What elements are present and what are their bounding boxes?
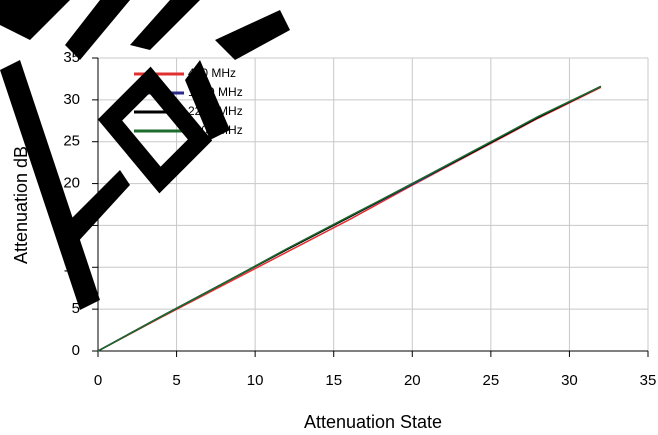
series-line xyxy=(97,85,602,352)
x-tick-label: 0 xyxy=(94,372,102,389)
y-axis-label: Attenuation dB xyxy=(11,146,31,264)
y-tick-label: 30 xyxy=(63,91,80,108)
x-axis-label: Attenuation State xyxy=(304,412,442,432)
plot-area: 0510152025303505101520253035400 MHz1800 … xyxy=(63,49,656,389)
y-tick-label: 20 xyxy=(63,175,80,192)
x-tick-label: 5 xyxy=(172,372,180,389)
x-tick-label: 35 xyxy=(640,372,657,389)
y-tick-label: 0 xyxy=(72,342,80,359)
x-tick-label: 15 xyxy=(325,372,342,389)
series-line xyxy=(97,86,602,352)
y-tick-label: 5 xyxy=(72,300,80,317)
x-tick-label: 20 xyxy=(404,372,421,389)
x-tick-label: 25 xyxy=(483,372,500,389)
watermark xyxy=(0,0,290,310)
x-tick-label: 10 xyxy=(247,372,264,389)
y-tick-label: 25 xyxy=(63,133,80,150)
x-tick-label: 30 xyxy=(561,372,578,389)
